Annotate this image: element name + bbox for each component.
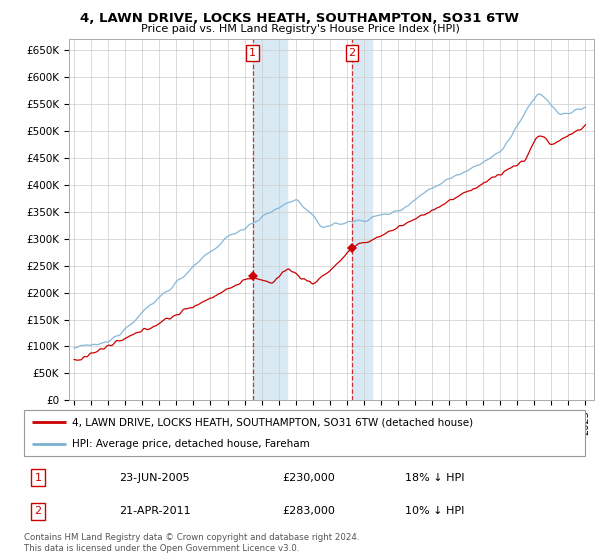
Text: 1: 1: [249, 48, 256, 58]
Text: 18% ↓ HPI: 18% ↓ HPI: [406, 473, 465, 483]
Text: £283,000: £283,000: [282, 506, 335, 516]
Text: 2: 2: [349, 48, 356, 58]
Bar: [253, 39, 287, 400]
Bar: [352, 39, 373, 400]
Text: 1: 1: [35, 473, 41, 483]
Text: Contains HM Land Registry data © Crown copyright and database right 2024.
This d: Contains HM Land Registry data © Crown c…: [24, 533, 359, 553]
FancyBboxPatch shape: [24, 410, 585, 456]
Text: 4, LAWN DRIVE, LOCKS HEATH, SOUTHAMPTON, SO31 6TW (detached house): 4, LAWN DRIVE, LOCKS HEATH, SOUTHAMPTON,…: [71, 417, 473, 427]
Text: 2: 2: [34, 506, 41, 516]
Text: 10% ↓ HPI: 10% ↓ HPI: [406, 506, 465, 516]
Text: 23-JUN-2005: 23-JUN-2005: [119, 473, 190, 483]
Text: Price paid vs. HM Land Registry's House Price Index (HPI): Price paid vs. HM Land Registry's House …: [140, 24, 460, 34]
Text: HPI: Average price, detached house, Fareham: HPI: Average price, detached house, Fare…: [71, 439, 310, 449]
Text: 4, LAWN DRIVE, LOCKS HEATH, SOUTHAMPTON, SO31 6TW: 4, LAWN DRIVE, LOCKS HEATH, SOUTHAMPTON,…: [80, 12, 520, 25]
Text: £230,000: £230,000: [282, 473, 335, 483]
Text: 21-APR-2011: 21-APR-2011: [119, 506, 191, 516]
